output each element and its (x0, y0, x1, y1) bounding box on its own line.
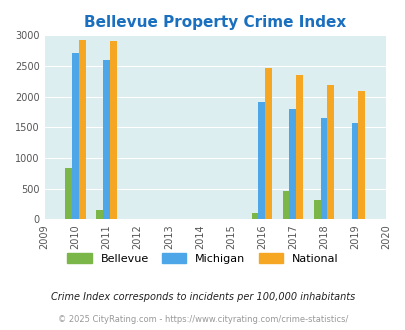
Text: Crime Index corresponds to incidents per 100,000 inhabitants: Crime Index corresponds to incidents per… (51, 292, 354, 302)
Bar (313, 200, 320, 219)
Bar (103, 60, 110, 219)
Bar (72, 53, 79, 219)
Bar (79, 40, 86, 219)
Bar (326, 85, 333, 219)
Bar (65, 169, 72, 219)
Bar (320, 118, 326, 219)
Bar (251, 213, 258, 219)
Text: © 2025 CityRating.com - https://www.cityrating.com/crime-statistics/: © 2025 CityRating.com - https://www.city… (58, 315, 347, 324)
Bar (296, 75, 303, 219)
Bar (96, 210, 103, 219)
Bar (110, 42, 117, 219)
Bar (258, 102, 264, 219)
Bar (351, 123, 358, 219)
Bar (264, 68, 271, 219)
Legend: Bellevue, Michigan, National: Bellevue, Michigan, National (62, 249, 343, 268)
Bar (289, 109, 296, 219)
Bar (358, 90, 364, 219)
Bar (282, 190, 289, 219)
Title: Bellevue Property Crime Index: Bellevue Property Crime Index (84, 15, 345, 30)
